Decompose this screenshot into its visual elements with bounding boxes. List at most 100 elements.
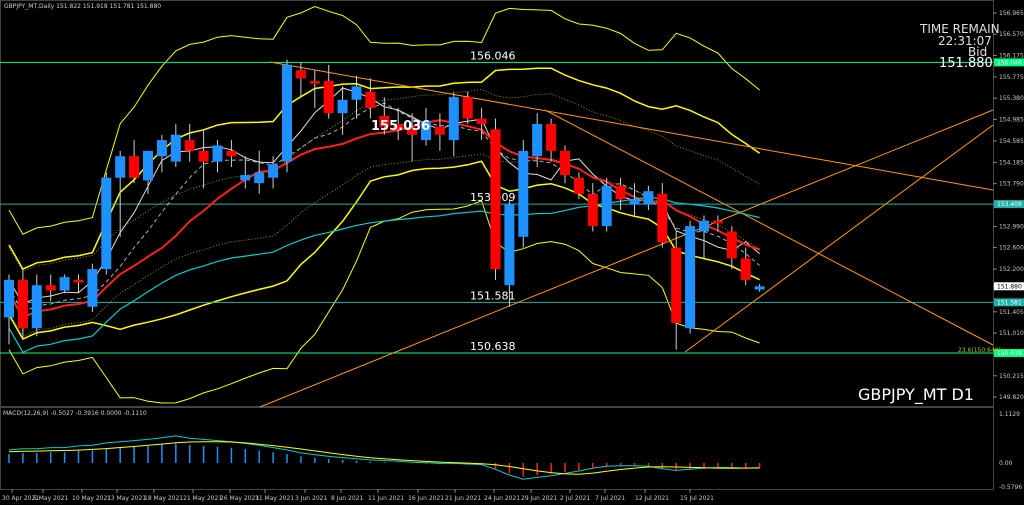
candle-bull: [282, 64, 292, 162]
candle-bear: [573, 177, 584, 194]
band-outer-upper: [8, 5, 760, 235]
macd-plot-border: [0, 407, 994, 490]
time-tick-label: 29 Jun 2021: [521, 495, 557, 502]
candle-bear: [73, 279, 84, 283]
price-marker-box: [994, 58, 1024, 67]
macd-signal-line: [8, 441, 760, 475]
time-tick-label: 8 Jun 2021: [331, 495, 363, 502]
trend-line: [544, 109, 994, 346]
price-tick-label: 151.405: [999, 309, 1024, 316]
macd-label: MACD(12,26,9) -0.5027 -0.3916 0.0000 -0.…: [3, 410, 147, 417]
price-tick-label: 156.965: [999, 10, 1024, 17]
time-tick-label: 12 Jul 2021: [635, 495, 669, 502]
price-annotation: 155.036: [371, 119, 430, 134]
candle-bull: [212, 145, 223, 162]
candle-bear: [198, 150, 209, 162]
candle-bear: [184, 140, 195, 151]
candle-bull: [532, 123, 543, 157]
fib-label: 23.6(150.640): [958, 347, 1001, 354]
candle-bull: [421, 121, 431, 141]
candle-bull: [754, 286, 765, 290]
price-tick-label: 153.790: [999, 181, 1024, 188]
candle-bull: [504, 204, 515, 286]
price-marker-box: [994, 349, 1024, 358]
time-tick-label: 11 Jun 2021: [368, 495, 404, 502]
time-tick-label: 15 Jul 2021: [680, 495, 714, 502]
candle-bull: [268, 164, 279, 178]
price-marker-box: [994, 200, 1024, 209]
time-tick-label: 30 Apr 2021: [2, 495, 39, 502]
time-tick-label: 5 May 2021: [33, 495, 68, 502]
candle-bear: [309, 80, 320, 84]
candle-bull: [170, 134, 181, 162]
price-tick-label: 152.200: [999, 266, 1024, 273]
price-tick-label: 156.570: [999, 31, 1024, 38]
price-marker-box: [994, 298, 1024, 307]
candle-bull: [31, 285, 42, 329]
candle-bear: [365, 91, 376, 108]
candle-bull: [643, 191, 654, 205]
price-tick-label: 152.990: [999, 224, 1024, 231]
macd-tick-label: 1.1129: [999, 411, 1020, 418]
candle-bear: [462, 97, 473, 119]
candle-bull: [240, 175, 251, 181]
candle-bull: [4, 279, 14, 318]
time-tick-label: 21 Jun 2021: [445, 495, 481, 502]
candle-bull: [101, 177, 112, 270]
price-tick-label: 149.820: [999, 394, 1024, 401]
candle-bear: [129, 156, 140, 178]
time-tick-label: 16 Jun 2021: [408, 495, 444, 502]
macd-indicator: [8, 435, 761, 480]
macd-line: [8, 435, 760, 480]
price-marker-label: 153.409: [997, 201, 1022, 208]
candle-bear: [546, 123, 557, 151]
candle-bear: [615, 185, 626, 200]
time-tick-label: 2 Jul 2021: [560, 495, 590, 502]
price-tick-label: 150.215: [999, 373, 1024, 380]
price-marker-label: 156.046: [997, 59, 1022, 66]
band-inner-lower: [8, 160, 760, 340]
candle-bull: [351, 86, 362, 100]
time-remain-value: 22:31:07: [938, 34, 992, 48]
time-tick-label: 31 May 2021: [255, 495, 294, 502]
time-tick-label: 13 May 2021: [107, 495, 146, 502]
candle-bear: [295, 70, 306, 79]
candle-bear: [490, 129, 501, 270]
candle-bear: [226, 150, 237, 157]
candle-bull: [337, 99, 348, 114]
price-tick-label: 155.775: [999, 74, 1024, 81]
candle-bear: [560, 150, 570, 176]
trend-line: [684, 124, 994, 353]
price-tick-label: 152.600: [999, 245, 1024, 252]
time-tick-label: 21 May 2021: [183, 495, 222, 502]
price-tick-label: 151.010: [999, 330, 1024, 337]
time-tick-label: 26 May 2021: [220, 495, 259, 502]
candle-bull: [143, 150, 153, 181]
candles: [4, 59, 765, 350]
candle-bear: [726, 231, 737, 259]
candle-bear: [407, 129, 418, 135]
price-tick-label: 156.175: [999, 52, 1024, 59]
time-tick-label: 10 May 2021: [72, 495, 111, 502]
price-axis: 156.965 156.570 156.175 155.775 155.380 154.9…: [993, 10, 1024, 491]
candle-bear: [45, 285, 56, 291]
candle-bull: [448, 97, 459, 141]
symbol-info: GBPJPY_MT,Daily 151.822 151.918 151.781 …: [4, 3, 161, 10]
horizontal-line-label: 156.046: [470, 49, 516, 62]
price-tick-label: 154.985: [999, 116, 1024, 123]
candle-bull: [518, 150, 529, 237]
candle-bear: [17, 279, 28, 329]
macd-tick-label: -0.5796: [999, 484, 1022, 491]
candle-bear: [379, 115, 390, 127]
horizontal-line-label: 150.638: [470, 340, 516, 353]
candle-bear: [323, 80, 334, 114]
trend-lines: [259, 61, 994, 408]
time-tick-label: 7 Jul 2021: [595, 495, 625, 502]
macd-tick-label: 0.00: [999, 460, 1013, 467]
time-remain-label: TIME REMAIN: [919, 22, 1000, 36]
candle-bear: [434, 126, 445, 135]
candle-bull: [699, 220, 709, 232]
price-marker-label: 150.638: [997, 350, 1022, 357]
price-tick-label: 155.380: [999, 95, 1024, 102]
